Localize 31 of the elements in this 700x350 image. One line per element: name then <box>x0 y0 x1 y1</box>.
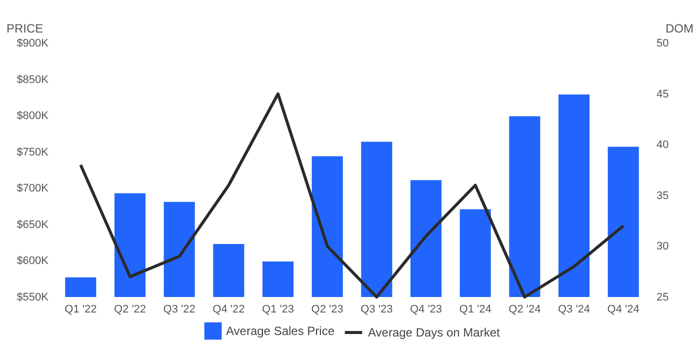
x-tick-label: Q1 '23 <box>262 304 294 316</box>
y2-tick-label: 25 <box>656 292 669 304</box>
y-axis-title: PRICE <box>6 22 44 36</box>
y2-tick-label: 50 <box>656 38 669 50</box>
line-series <box>79 92 625 298</box>
y-tick-label: $650K <box>16 218 50 231</box>
y2-tick-label: 35 <box>656 190 669 202</box>
y2-axis-title: DOM <box>666 22 694 36</box>
x-tick-label: Q3 '22 <box>163 304 196 316</box>
x-tick-label: Q2 '24 <box>508 304 541 316</box>
y-tick-label: $700K <box>16 182 50 195</box>
x-tick-label: Q4 '22 <box>212 304 245 316</box>
y-tick-label: $800K <box>16 110 50 122</box>
x-tick-label: Q3 '23 <box>360 304 393 316</box>
y-tick-label: $550K <box>16 292 50 304</box>
x-tick-label: Q3 '24 <box>558 304 590 316</box>
x-tick-label: Q4 '24 <box>607 304 640 316</box>
y2-tick-label: 45 <box>656 88 669 100</box>
y-tick-label: $750K <box>16 146 50 158</box>
legend-label: Average Sales Price <box>226 324 335 338</box>
y-tick-label: $600K <box>16 255 50 268</box>
x-tick-label: Q2 '23 <box>311 304 344 316</box>
x-tick-label: Q1 '24 <box>459 304 492 316</box>
legend-label: Average Days on Market <box>368 326 501 340</box>
x-tick-label: Q1 '22 <box>64 304 97 316</box>
x-tick-label: Q2 '22 <box>114 304 146 316</box>
y2-tick-label: 30 <box>656 240 669 253</box>
y-tick-label: $850K <box>16 74 50 86</box>
y-tick-label: $900K <box>16 38 50 50</box>
y2-tick-label: 40 <box>656 139 669 152</box>
x-tick-label: Q4 '23 <box>410 304 442 316</box>
